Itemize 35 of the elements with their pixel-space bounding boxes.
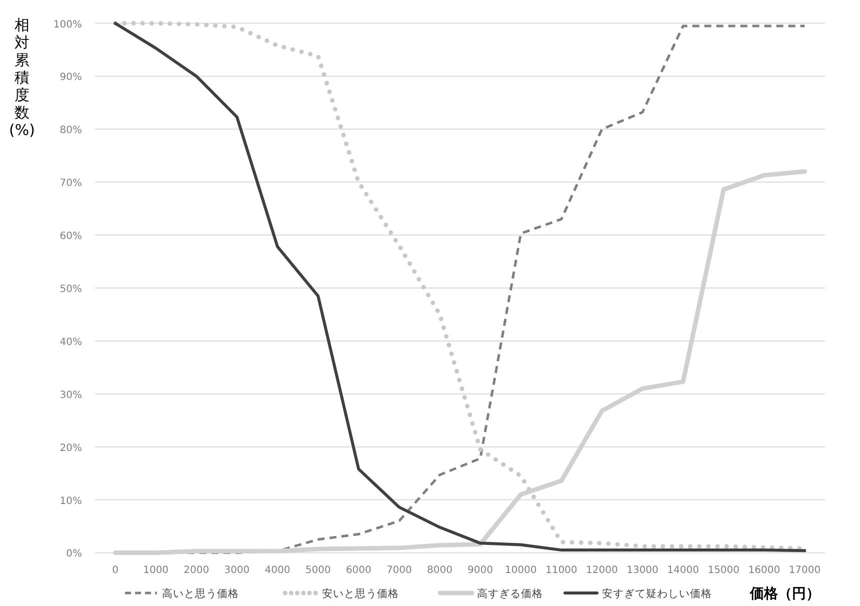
x-tick-label: 0 — [112, 565, 118, 576]
x-tick-label: 14000 — [667, 565, 699, 576]
y-tick-label: 20% — [60, 442, 82, 454]
x-tick-label: 10000 — [504, 565, 537, 576]
y-tick-label: 60% — [60, 231, 82, 242]
legend-label: 安いと思う価格 — [322, 587, 399, 600]
x-tick-label: 7000 — [386, 565, 412, 576]
y-tick-label: 0% — [66, 548, 82, 560]
x-tick-label: 4000 — [264, 565, 290, 576]
y-tick-label: 70% — [60, 178, 82, 190]
x-axis-title: 価格（円） — [749, 586, 820, 602]
y-axis-title: 相対累積度数(%) — [9, 16, 35, 139]
x-tick-label: 6000 — [346, 565, 372, 576]
x-tick-label: 12000 — [586, 565, 618, 576]
x-tick-label: 13000 — [626, 565, 658, 576]
x-tick-label: 9000 — [468, 565, 494, 576]
x-tick-label: 1000 — [143, 565, 169, 576]
y-tick-label: 10% — [60, 496, 82, 507]
x-tick-label: 5000 — [305, 565, 331, 576]
x-tick-label: 3000 — [224, 565, 250, 576]
y-tick-label: 40% — [60, 336, 82, 348]
y-tick-label: 30% — [60, 390, 82, 401]
legend-label: 高いと思う価格 — [162, 587, 239, 600]
y-tick-label: 80% — [60, 125, 82, 136]
x-tick-label: 15000 — [708, 565, 740, 576]
x-tick-label: 16000 — [748, 565, 780, 576]
x-tick-label: 8000 — [426, 565, 452, 576]
x-tick-label: 2000 — [184, 565, 210, 576]
y-tick-label: 90% — [60, 72, 82, 84]
x-tick-label: 17000 — [788, 565, 821, 576]
y-tick-label: 50% — [60, 284, 82, 295]
x-tick-label: 11000 — [545, 565, 578, 576]
legend-label: 高すぎる価格 — [477, 587, 543, 600]
legend-label: 安すぎて疑わしい価格 — [602, 587, 712, 600]
y-tick-label: 100% — [53, 19, 82, 30]
